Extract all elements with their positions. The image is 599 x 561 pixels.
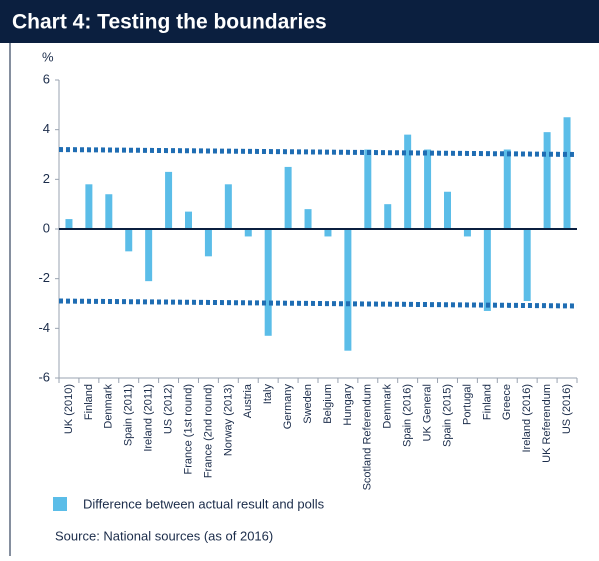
x-tick-label: Hungary xyxy=(342,384,354,426)
x-tick-label: US (2016) xyxy=(561,384,573,434)
bar xyxy=(444,191,451,229)
reference-line xyxy=(58,298,578,309)
x-tick-label: UK Referendum xyxy=(541,384,553,463)
bar xyxy=(344,229,352,351)
x-tick-label: France (1st round) xyxy=(182,384,194,474)
x-tick-label: Denmark xyxy=(382,384,394,429)
y-tick-label: 0 xyxy=(43,220,50,235)
bar xyxy=(364,149,372,229)
chart-title: Chart 4: Testing the boundaries xyxy=(12,11,327,34)
y-tick-label: -4 xyxy=(38,320,50,335)
x-tick-label: UK General xyxy=(421,384,433,441)
x-tick-label: France (2nd round) xyxy=(202,384,214,478)
y-axis-label: % xyxy=(42,49,54,64)
y-tick-label: 2 xyxy=(43,171,50,186)
bar xyxy=(145,229,153,282)
x-tick-label: Spain (2016) xyxy=(402,384,414,447)
x-tick-label: US (2012) xyxy=(162,384,174,434)
x-tick-label: Finland xyxy=(83,384,95,420)
bar xyxy=(244,229,252,237)
bar xyxy=(125,229,133,252)
bar xyxy=(543,132,551,229)
x-tick-label: Belgium xyxy=(322,384,334,424)
bar xyxy=(204,229,212,257)
bar xyxy=(503,149,511,229)
x-tick-label: Sweden xyxy=(302,384,314,424)
legend-label: Difference between actual result and pol… xyxy=(83,496,325,511)
title-bar xyxy=(0,0,599,43)
bar xyxy=(224,184,232,229)
bar xyxy=(105,194,113,229)
x-tick-label: Norway (2013) xyxy=(222,384,234,456)
bar xyxy=(165,171,173,229)
x-tick-label: Austria xyxy=(242,383,254,418)
x-tick-label: Greece xyxy=(501,384,513,420)
bar xyxy=(185,211,192,229)
bar xyxy=(85,184,93,229)
bar xyxy=(264,229,272,336)
x-tick-label: Italy xyxy=(262,384,274,405)
bar xyxy=(483,229,491,311)
x-tick-label: Spain (2011) xyxy=(123,384,135,446)
x-tick-label: Scotland Referendum xyxy=(362,384,374,490)
y-tick-label: 4 xyxy=(43,121,50,136)
bar xyxy=(65,219,73,229)
source: Source: National sources (as of 2016) xyxy=(55,528,273,543)
bar xyxy=(563,117,571,229)
bar xyxy=(324,229,332,237)
x-tick-label: Ireland (2011) xyxy=(143,384,155,452)
bar xyxy=(523,229,531,302)
x-tick-label: Spain (2015) xyxy=(441,384,453,447)
x-tick-label: UK (2010) xyxy=(63,384,75,434)
x-tick-label: Ireland (2016) xyxy=(521,384,533,453)
y-tick-label: -2 xyxy=(38,270,50,285)
x-tick-label: Germany xyxy=(282,384,294,430)
x-tick-label: Finland xyxy=(481,384,493,420)
x-tick-label: Portugal xyxy=(461,384,473,425)
bar xyxy=(284,166,292,229)
y-tick-label: -6 xyxy=(38,369,50,384)
bar xyxy=(424,149,432,229)
legend-swatch xyxy=(53,497,67,511)
bar xyxy=(463,229,471,237)
bar xyxy=(304,209,312,229)
bar xyxy=(384,204,392,229)
y-tick-label: 6 xyxy=(43,71,50,86)
reference-line xyxy=(58,147,578,157)
x-tick-label: Denmark xyxy=(103,384,115,429)
bar xyxy=(404,134,412,229)
